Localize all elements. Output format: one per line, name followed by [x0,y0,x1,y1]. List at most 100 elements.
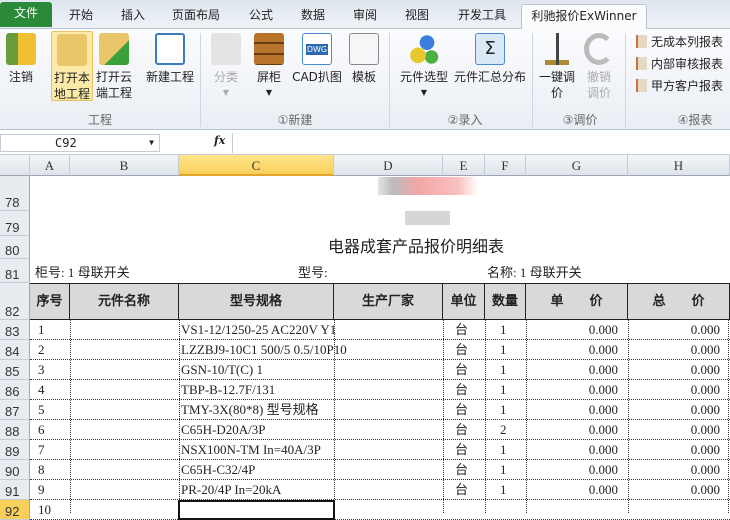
cell-no[interactable]: 1 [38,322,45,337]
cell-spec[interactable]: NSX100N-TM In=40A/3P [181,442,321,457]
cell-qty[interactable]: 1 [500,402,507,417]
tab-review[interactable]: 审阅 [352,8,377,22]
column-header-c[interactable]: C [179,155,334,176]
cell-unit[interactable]: 台 [455,462,469,477]
column-header-b[interactable]: B [70,155,179,176]
tab-insert[interactable]: 插入 [120,8,145,22]
cell-price[interactable]: 0.000 [588,382,618,397]
tab-exwinner[interactable]: 利驰报价ExWinner [521,4,647,30]
internal-audit-report-button[interactable]: 内部审核报表 [636,54,723,74]
cell-total[interactable]: 0.000 [690,382,720,397]
row-header-79[interactable]: 79 [0,211,30,236]
cell-unit[interactable]: 台 [455,442,469,457]
row-header-88[interactable]: 88 [0,420,30,440]
cell-total[interactable]: 0.000 [690,342,720,357]
cell-no[interactable]: 10 [38,502,51,517]
component-summary-button[interactable]: Σ 元件汇总分布 [453,31,527,85]
cell-price[interactable]: 0.000 [588,322,618,337]
cell-no[interactable]: 2 [38,342,45,357]
template-button[interactable]: 模板 [348,31,380,85]
cell-qty[interactable]: 1 [500,462,507,477]
open-cloud-project-button[interactable]: 打开云端工程 [94,31,134,101]
function-icon[interactable]: fx [214,134,226,147]
row-header-90[interactable]: 90 [0,460,30,480]
cell-no[interactable]: 4 [38,382,45,397]
cell-unit[interactable]: 台 [455,322,469,337]
cell-spec[interactable]: C65H-C32/4P [181,462,256,477]
cad-extract-button[interactable]: DWG CAD扒图 [290,31,344,85]
row-header-81[interactable]: 81 [0,259,30,283]
cell-qty[interactable]: 1 [500,322,507,337]
column-header-e[interactable]: E [443,155,485,176]
row-header-80[interactable]: 80 [0,236,30,259]
cell-total[interactable]: 0.000 [690,482,720,497]
tab-view[interactable]: 视图 [404,8,429,22]
category-button[interactable]: 分类 ▼ [208,31,244,101]
selected-cell-c92[interactable] [178,500,335,520]
cell-no[interactable]: 8 [38,462,45,477]
cell-total[interactable]: 0.000 [690,462,720,477]
cell-spec[interactable]: C65H-D20A/3P [181,422,266,437]
undo-price-button[interactable]: 撤销调价 [583,31,615,101]
cell-total[interactable]: 0.000 [690,362,720,377]
new-project-button[interactable]: 新建工程 [143,31,197,85]
cell-qty[interactable]: 1 [500,362,507,377]
formula-input[interactable] [232,133,730,153]
logout-button[interactable]: 注销 [2,31,40,85]
row-header-84[interactable]: 84 [0,340,30,360]
cell-unit[interactable]: 台 [455,362,469,377]
row-header-91[interactable]: 91 [0,480,30,500]
row-header-89[interactable]: 89 [0,440,30,460]
cell-total[interactable]: 0.000 [690,442,720,457]
tab-developer[interactable]: 开发工具 [457,8,506,22]
column-header-f[interactable]: F [485,155,526,176]
chevron-down-icon[interactable]: ▼ [149,138,154,147]
no-cost-report-button[interactable]: 无成本列报表 [636,32,723,52]
cell-no[interactable]: 9 [38,482,45,497]
one-key-price-button[interactable]: 一键调价 [538,31,576,101]
cell-no[interactable]: 7 [38,442,45,457]
cell-price[interactable]: 0.000 [588,362,618,377]
cell-qty[interactable]: 1 [500,342,507,357]
tab-home[interactable]: 开始 [68,8,93,22]
cell-unit[interactable]: 台 [455,382,469,397]
cell-unit[interactable]: 台 [455,402,469,417]
cell-price[interactable]: 0.000 [588,462,618,477]
cell-qty[interactable]: 2 [500,422,507,437]
cell-price[interactable]: 0.000 [588,422,618,437]
row-header-86[interactable]: 86 [0,380,30,400]
tab-formulas[interactable]: 公式 [248,8,273,22]
cell-spec[interactable]: TMY-3X(80*8) 型号规格 [181,402,319,417]
cell-price[interactable]: 0.000 [588,442,618,457]
cell-spec[interactable]: PR-20/4P In=20kA [181,482,282,497]
open-local-project-button[interactable]: 打开本地工程 [51,31,93,101]
cell-total[interactable]: 0.000 [690,402,720,417]
row-header-87[interactable]: 87 [0,400,30,420]
cell-unit[interactable]: 台 [455,422,469,437]
cell-price[interactable]: 0.000 [588,402,618,417]
cell-unit[interactable]: 台 [455,482,469,497]
cell-price[interactable]: 0.000 [588,482,618,497]
cell-qty[interactable]: 1 [500,482,507,497]
cell-total[interactable]: 0.000 [690,322,720,337]
cell-price[interactable]: 0.000 [588,342,618,357]
client-report-button[interactable]: 甲方客户报表 [636,76,723,96]
cell-unit[interactable]: 台 [455,342,469,357]
select-all-corner[interactable] [0,155,30,176]
column-header-g[interactable]: G [526,155,628,176]
cell-no[interactable]: 5 [38,402,45,417]
tab-file[interactable]: 文件 [0,2,52,27]
cell-spec[interactable]: LZZBJ9-10C1 500/5 0.5/10P10 [181,342,347,357]
name-box[interactable]: C92 ▼ [0,134,160,152]
component-select-button[interactable]: 元件选型 ▼ [398,31,450,101]
cell-spec[interactable]: TBP-B-12.7F/131 [181,382,276,397]
row-header-83[interactable]: 83 [0,320,30,340]
cell-spec[interactable]: VS1-12/1250-25 AC220V Y1 [181,322,337,337]
tab-data[interactable]: 数据 [300,8,325,22]
cell-qty[interactable]: 1 [500,442,507,457]
cell-spec[interactable]: GSN-10/T(C) 1 [181,362,263,377]
cell-qty[interactable]: 1 [500,382,507,397]
row-header-78[interactable]: 78 [0,176,30,211]
row-header-85[interactable]: 85 [0,360,30,380]
cell-no[interactable]: 6 [38,422,45,437]
